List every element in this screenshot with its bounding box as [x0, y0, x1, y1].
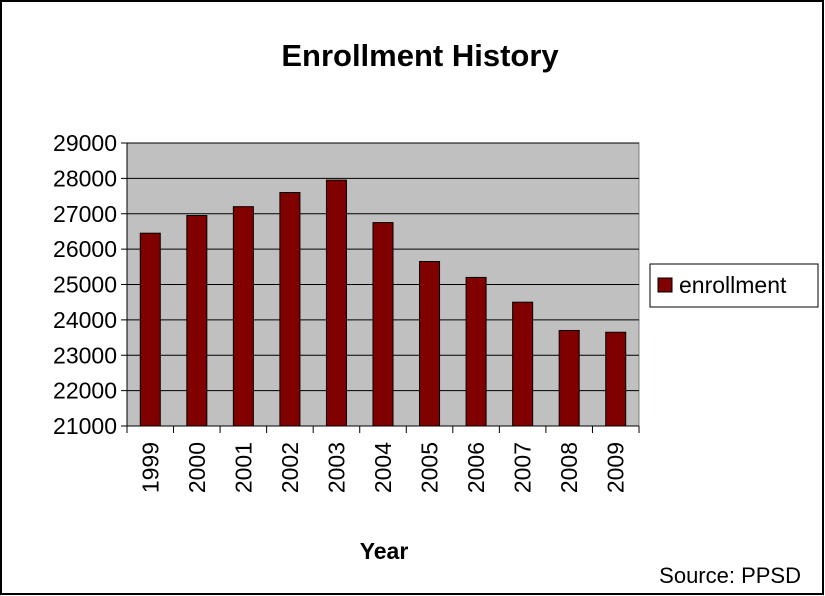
x-tick-label: 2008: [556, 442, 582, 493]
bar: [605, 331, 627, 427]
x-tick-label: 1999: [137, 442, 163, 493]
x-tick-label: 2007: [510, 442, 536, 493]
x-tick-label: 2000: [184, 442, 210, 493]
x-tick-label: 2004: [370, 442, 396, 493]
bar: [465, 276, 487, 427]
x-tick-label: 2006: [463, 442, 489, 493]
bar: [325, 179, 347, 427]
bar: [232, 206, 254, 427]
x-axis-label: Year: [360, 538, 409, 564]
bar: [512, 301, 534, 427]
bar: [139, 232, 161, 427]
bar: [279, 192, 301, 427]
y-axis-ticks: 21000 22000 23000 24000 25000 26000 27000 28000…: [53, 130, 127, 439]
y-tick-label: 27000: [53, 201, 117, 227]
y-tick-label: 26000: [53, 236, 117, 262]
legend-box: [649, 263, 819, 308]
x-tick-label: 2003: [323, 442, 349, 493]
y-tick-label: 29000: [53, 130, 117, 156]
bar: [186, 215, 208, 427]
x-axis-ticks: 1999 2000 2001 2002 2003 2004 2005 2006 2007 2008…: [126, 426, 640, 493]
source-note: Source: PPSD: [659, 563, 801, 588]
legend-swatch: [657, 277, 673, 293]
chart-title: Enrollment History: [281, 38, 559, 73]
y-tick-label: 22000: [53, 378, 117, 404]
y-tick-label: 28000: [53, 165, 117, 191]
bar: [372, 222, 394, 427]
bar: [558, 329, 580, 427]
bars: [139, 179, 627, 427]
x-tick-label: 2009: [603, 442, 629, 493]
x-tick-label: 2001: [230, 442, 256, 493]
y-tick-label: 25000: [53, 272, 117, 298]
x-tick-label: 2002: [277, 442, 303, 493]
bar: [419, 261, 441, 427]
y-tick-label: 24000: [53, 307, 117, 333]
y-tick-label: 23000: [53, 342, 117, 368]
legend: enrollment: [649, 263, 819, 308]
y-tick-label: 21000: [53, 413, 117, 439]
legend-label: enrollment: [679, 272, 787, 298]
x-tick-label: 2005: [417, 442, 443, 493]
